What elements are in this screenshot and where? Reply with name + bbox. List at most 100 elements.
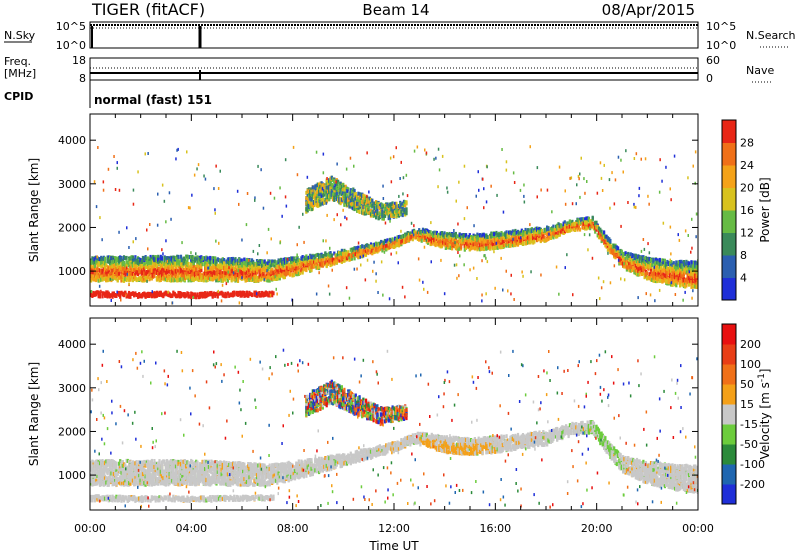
data-cell bbox=[93, 292, 96, 297]
data-cell bbox=[158, 260, 161, 265]
data-cell bbox=[496, 245, 499, 250]
data-cell bbox=[585, 216, 588, 221]
data-cell bbox=[410, 235, 413, 239]
data-cell bbox=[96, 290, 99, 295]
data-cell bbox=[197, 273, 200, 278]
data-cell bbox=[217, 273, 221, 278]
data-cell bbox=[141, 274, 145, 279]
data-cell bbox=[221, 262, 224, 267]
data-cell bbox=[481, 233, 484, 238]
data-cell bbox=[689, 270, 692, 275]
data-cell bbox=[264, 263, 267, 268]
data-cell bbox=[494, 241, 497, 246]
data-cell bbox=[205, 276, 208, 281]
data-cell bbox=[155, 257, 159, 262]
data-cell bbox=[423, 230, 426, 235]
data-cell bbox=[286, 269, 289, 274]
data-cell bbox=[399, 234, 402, 239]
data-cell bbox=[223, 293, 226, 298]
data-cell bbox=[304, 256, 307, 261]
data-cell bbox=[577, 225, 580, 230]
data-cell bbox=[134, 267, 137, 272]
data-cell bbox=[162, 276, 165, 281]
data-cell bbox=[226, 268, 229, 273]
data-cell bbox=[529, 229, 532, 234]
data-cell bbox=[695, 264, 698, 269]
data-cell bbox=[172, 260, 175, 265]
data-cell bbox=[338, 255, 341, 260]
data-cell bbox=[549, 236, 552, 240]
data-cell bbox=[644, 261, 647, 266]
data-cell bbox=[138, 277, 141, 281]
data-cell bbox=[395, 240, 398, 245]
data-cell bbox=[378, 247, 381, 252]
data-cell bbox=[471, 235, 474, 240]
data-cell bbox=[524, 231, 527, 235]
data-cell bbox=[258, 259, 261, 264]
data-cell bbox=[500, 236, 503, 241]
data-cell bbox=[172, 263, 175, 268]
data-cell bbox=[359, 245, 362, 249]
data-cell bbox=[521, 241, 525, 246]
data-cell bbox=[177, 257, 180, 262]
data-cell bbox=[628, 262, 631, 267]
data-cell bbox=[292, 267, 295, 272]
data-cell bbox=[462, 233, 465, 238]
data-cell bbox=[117, 268, 121, 273]
data-cell bbox=[665, 269, 668, 274]
data-cell bbox=[215, 262, 218, 267]
data-cell bbox=[217, 258, 221, 263]
data-cell bbox=[608, 237, 611, 242]
data-cell bbox=[439, 234, 442, 238]
data-cell bbox=[185, 254, 188, 259]
data-cell bbox=[663, 277, 666, 282]
data-cell bbox=[457, 234, 460, 239]
data-cell bbox=[163, 256, 166, 261]
data-cell bbox=[229, 262, 232, 266]
data-cell bbox=[375, 241, 378, 246]
data-cell bbox=[293, 262, 297, 267]
data-cell bbox=[195, 267, 198, 272]
data-cell bbox=[91, 256, 94, 261]
data-cell bbox=[415, 231, 418, 236]
data-cell bbox=[501, 244, 504, 249]
data-cell bbox=[152, 255, 155, 260]
data-cell bbox=[198, 257, 202, 262]
data-cell bbox=[500, 232, 503, 237]
data-cell bbox=[540, 229, 544, 233]
data-cell bbox=[125, 268, 128, 273]
data-cell bbox=[301, 267, 304, 272]
data-cell bbox=[97, 261, 100, 266]
data-cell bbox=[623, 264, 626, 269]
data-cell bbox=[695, 285, 698, 289]
data-cell bbox=[592, 226, 596, 231]
data-cell bbox=[181, 264, 184, 269]
data-cell bbox=[166, 256, 169, 261]
data-cell bbox=[299, 264, 302, 268]
data-cell bbox=[604, 234, 607, 239]
data-cell bbox=[500, 245, 503, 250]
data-cell bbox=[670, 274, 673, 279]
data-cell bbox=[240, 267, 243, 272]
data-cell bbox=[191, 269, 194, 274]
data-cell bbox=[253, 263, 256, 268]
data-cell bbox=[287, 268, 290, 273]
data-cell bbox=[312, 263, 316, 268]
data-cell bbox=[435, 235, 438, 240]
data-cell bbox=[575, 222, 578, 226]
data-cell bbox=[665, 279, 668, 284]
data-cell bbox=[195, 275, 198, 280]
data-cell bbox=[667, 262, 670, 266]
data-cell bbox=[320, 253, 323, 258]
data-cell bbox=[240, 270, 243, 274]
data-cell bbox=[654, 260, 658, 265]
data-cell bbox=[276, 264, 279, 269]
data-cell bbox=[680, 272, 683, 277]
data-cell bbox=[187, 274, 190, 279]
data-cell bbox=[172, 255, 175, 260]
data-cell bbox=[518, 231, 521, 236]
data-cell bbox=[129, 256, 132, 261]
data-cell bbox=[138, 260, 141, 265]
data-cell bbox=[110, 275, 113, 280]
data-cell bbox=[115, 256, 118, 261]
